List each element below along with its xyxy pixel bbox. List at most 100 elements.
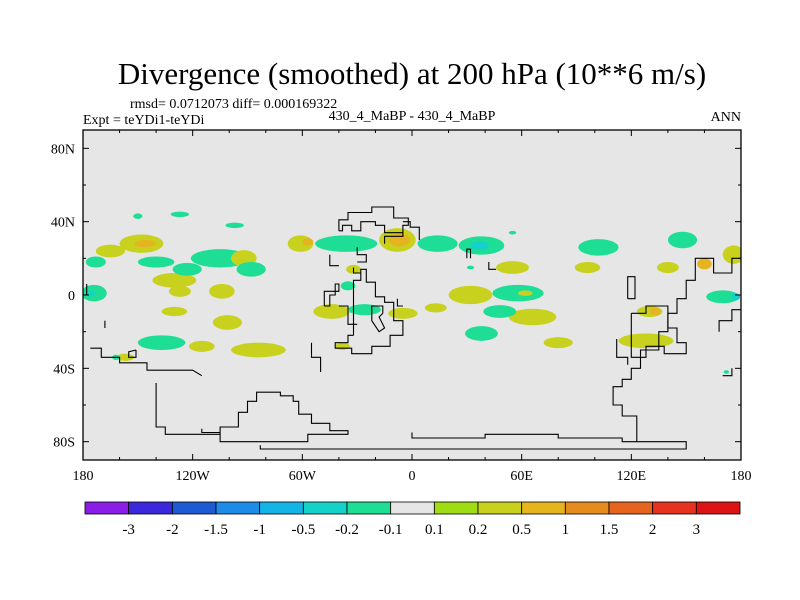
contour-patch (133, 213, 143, 219)
coastline (155, 383, 349, 443)
contour-patch (388, 233, 411, 247)
coastline (334, 268, 404, 355)
contour-patch (152, 273, 197, 288)
contour-patch (706, 290, 740, 304)
season-label: ANN (711, 110, 741, 125)
axes: 180 120W 60W 0 60E 120E 180 80N 40N 0 40S 80S (51, 130, 752, 484)
contour-patch (518, 290, 533, 296)
contour-patch (496, 261, 529, 274)
map-background (83, 130, 741, 460)
contour-patch (348, 304, 381, 316)
colorbar-label: -1.5 (204, 522, 228, 538)
coastline (371, 305, 386, 333)
contour-patch (134, 240, 157, 248)
contour-patch (225, 222, 244, 229)
coastline (329, 254, 339, 267)
contour-patch (417, 235, 458, 252)
coastline (128, 349, 137, 358)
coastline (396, 298, 403, 307)
contour-patch (697, 258, 712, 270)
contour-fill-layer (83, 211, 741, 374)
contour-patch (543, 337, 573, 349)
contour-patch (723, 370, 730, 374)
colorbar-swatch (521, 501, 566, 515)
contour-patch (95, 244, 126, 258)
colorbar-label: -0.5 (291, 522, 315, 538)
coastline (323, 283, 340, 307)
coastline (616, 339, 629, 365)
contour-patch (168, 285, 191, 297)
x-tick-label: 60W (289, 469, 317, 484)
y-tick-label: 0 (68, 289, 75, 304)
contour-patch (189, 340, 215, 352)
y-tick-label: 80S (53, 436, 75, 451)
contour-patch (667, 231, 698, 249)
x-tick-label: 60E (510, 469, 533, 484)
case-label: 430_4_MaBP - 430_4_MaBP (329, 109, 496, 124)
colorbar-swatch (128, 501, 173, 515)
colorbar-swatch (564, 501, 610, 515)
coastline (90, 347, 203, 377)
coastline (488, 262, 497, 270)
colorbar-label: -0.2 (335, 522, 359, 538)
colorbar-swatch (171, 501, 217, 515)
coastline (612, 257, 741, 442)
colorbar-swatch (652, 501, 697, 515)
colorbar-label: 0.1 (425, 522, 444, 538)
coastline (630, 305, 687, 358)
colorbar-label: 1.5 (600, 522, 619, 538)
contour-patch (722, 245, 741, 264)
contour-patch (448, 285, 493, 305)
contour-patch (656, 262, 679, 273)
contour-patch (315, 235, 378, 252)
coastline-layer (83, 206, 741, 450)
colorbar-label: 2 (649, 522, 657, 538)
contour-patch (231, 342, 286, 358)
y-tick-label: 40N (51, 216, 75, 231)
contour-patch (335, 342, 350, 351)
contour-patch (302, 238, 314, 246)
contour-patch (483, 305, 517, 318)
colorbar-swatch (608, 501, 654, 515)
coastline (310, 342, 322, 372)
contour-patch (172, 262, 202, 276)
contour-patch (170, 211, 190, 218)
x-tick-label: 180 (731, 469, 752, 484)
y-tick-label: 80N (51, 142, 75, 157)
y-tick-label: 40S (53, 362, 75, 377)
chart-title: Divergence (smoothed) at 200 hPa (10**6 … (118, 56, 706, 91)
colorbar-label: -1 (253, 522, 266, 538)
contour-patch (85, 256, 106, 268)
coastline (627, 276, 636, 300)
contour-patch (137, 256, 175, 268)
coastline (352, 267, 361, 274)
colorbar-swatch (390, 501, 435, 515)
colorbar-label: 3 (693, 522, 701, 538)
contour-patch (115, 353, 135, 362)
contour-patch (388, 307, 418, 319)
colorbar: -3 -2 -1.5 -1 -0.5 -0.2 -0.1 0.1 0.2 0.5 1 1.5 2 3 (84, 501, 741, 538)
contour-patch (424, 303, 447, 313)
experiment-label: Expt = teYDi1-teYDi (83, 113, 205, 128)
colorbar-label: -0.1 (379, 522, 403, 538)
x-tick-label: 0 (409, 469, 416, 484)
colorbar-swatch (84, 501, 130, 515)
contour-patch (618, 333, 674, 349)
contour-patch (578, 239, 619, 256)
contour-patch (574, 262, 601, 273)
colorbar-label: -3 (122, 522, 135, 538)
contour-patch (465, 326, 498, 341)
colorbar-label: 0.2 (469, 522, 488, 538)
coastline (402, 221, 420, 240)
colorbar-label: -2 (166, 522, 179, 538)
contour-patch (161, 306, 188, 317)
coastline (466, 248, 472, 259)
contour-patch (730, 293, 741, 301)
x-tick-label: 120W (176, 469, 211, 484)
colorbar-swatch (302, 501, 348, 515)
coastline (384, 232, 404, 244)
colorbar-label: 0.5 (512, 522, 531, 538)
contour-patch (466, 265, 475, 270)
x-tick-label: 120E (617, 469, 647, 484)
